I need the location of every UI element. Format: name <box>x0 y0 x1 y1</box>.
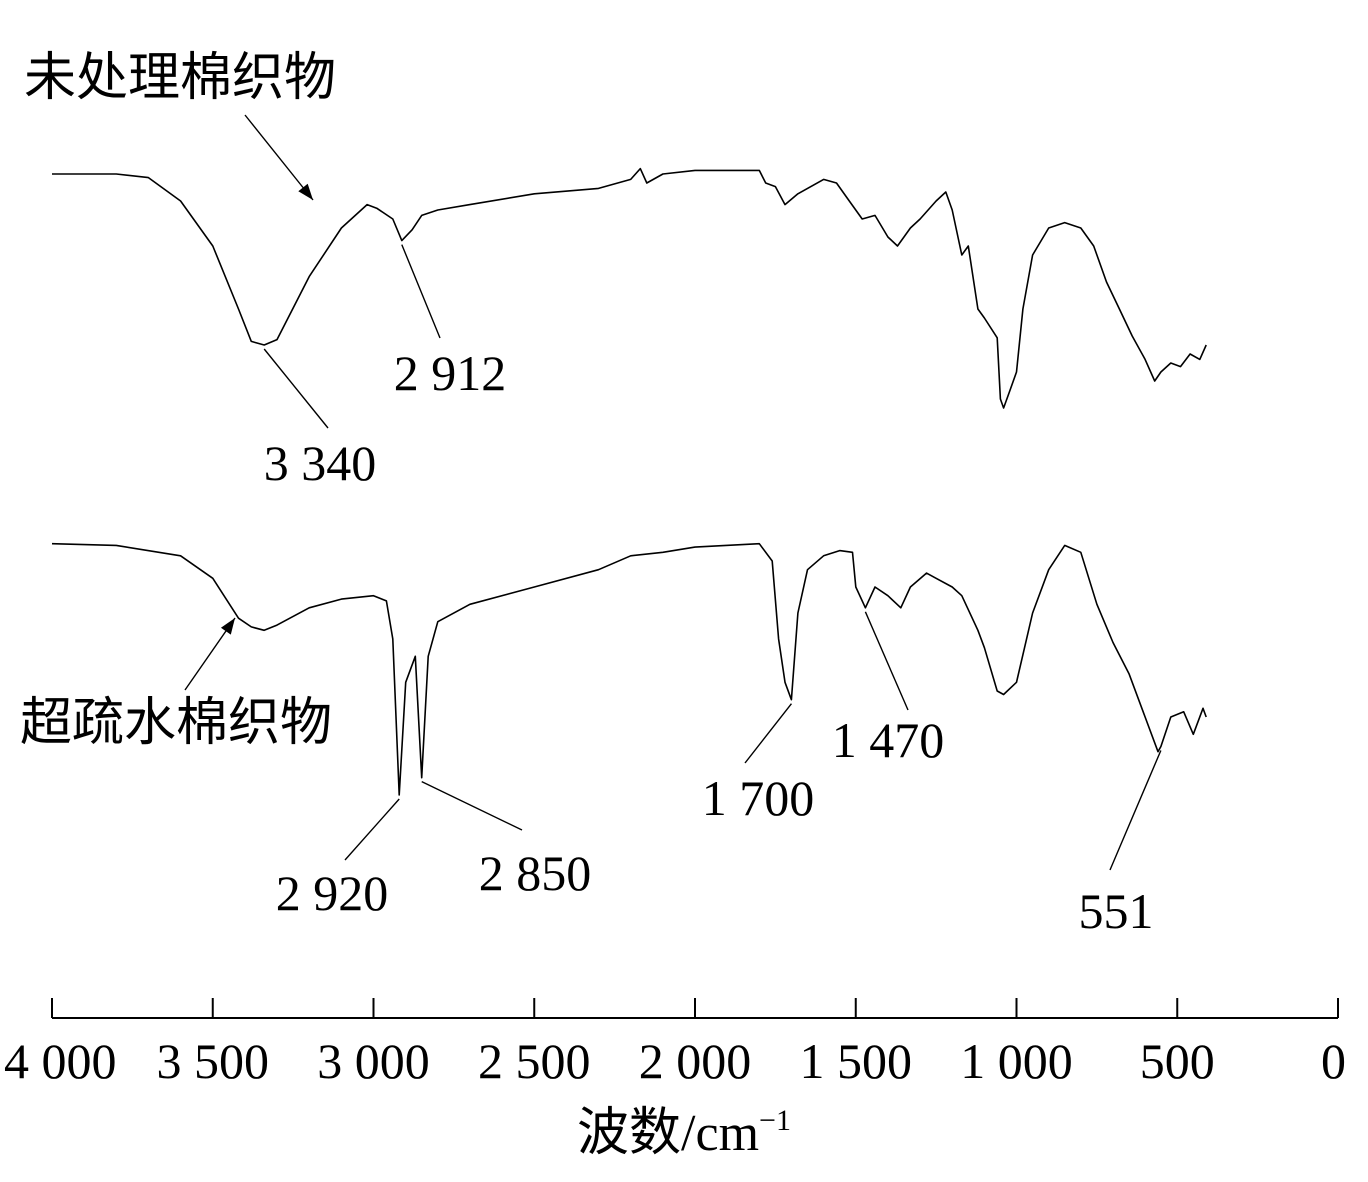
peak-leader-6 <box>1109 750 1162 871</box>
peak-label: 551 <box>1079 883 1154 939</box>
peak-leader-2 <box>344 798 400 861</box>
x-tick-label: 500 <box>1140 1033 1215 1089</box>
series-name-superhydrophobic: 超疏水棉织物 <box>20 693 332 753</box>
series-name-untreated: 未处理棉织物 <box>24 48 336 108</box>
peak-label: 3 340 <box>264 435 377 491</box>
series-line-untreated <box>52 167 1207 409</box>
x-tick-label: 0 <box>1321 1033 1346 1089</box>
series-name-untreated-arrowhead <box>298 183 313 200</box>
peak-leader-4 <box>744 703 793 764</box>
annotation-leaders <box>263 244 1162 871</box>
x-tick-label: 2 000 <box>639 1033 752 1089</box>
peak-leader-0 <box>263 348 329 429</box>
x-tick-label: 3 500 <box>157 1033 270 1089</box>
x-tick-label: 3 000 <box>317 1033 430 1089</box>
x-tick-label: 1 000 <box>960 1033 1073 1089</box>
peak-label: 1 470 <box>832 712 945 768</box>
x-tick-label: 2 500 <box>478 1033 591 1089</box>
peak-leader-3 <box>421 781 523 831</box>
peak-label: 1 700 <box>702 770 815 826</box>
x-axis-title-sup: −1 <box>759 1104 791 1137</box>
x-tick-label: 1 500 <box>800 1033 913 1089</box>
peak-label: 2 912 <box>394 345 507 401</box>
x-axis-title: 波数/cm−1 <box>577 1104 791 1162</box>
peak-leader-1 <box>401 244 441 339</box>
series-name-superhydrophobic-arrowhead <box>220 618 235 635</box>
peak-label: 2 920 <box>276 865 389 921</box>
peak-labels: 3 340 2 912 2 920 2 850 1 700 1 470 551 <box>264 345 1154 939</box>
x-axis: 4 000 3 500 3 000 2 500 2 000 1 500 1 000 500 0 <box>4 998 1346 1089</box>
spectra-curves <box>51 167 1207 796</box>
series-line-superhydrophobic <box>51 542 1207 796</box>
peak-leader-5 <box>864 611 909 711</box>
peak-label: 2 850 <box>479 845 592 901</box>
series-name-untreated-arrow <box>244 114 314 201</box>
x-axis-title-text: 波数/cm <box>577 1105 759 1162</box>
x-tick-label: 4 000 <box>4 1033 117 1089</box>
